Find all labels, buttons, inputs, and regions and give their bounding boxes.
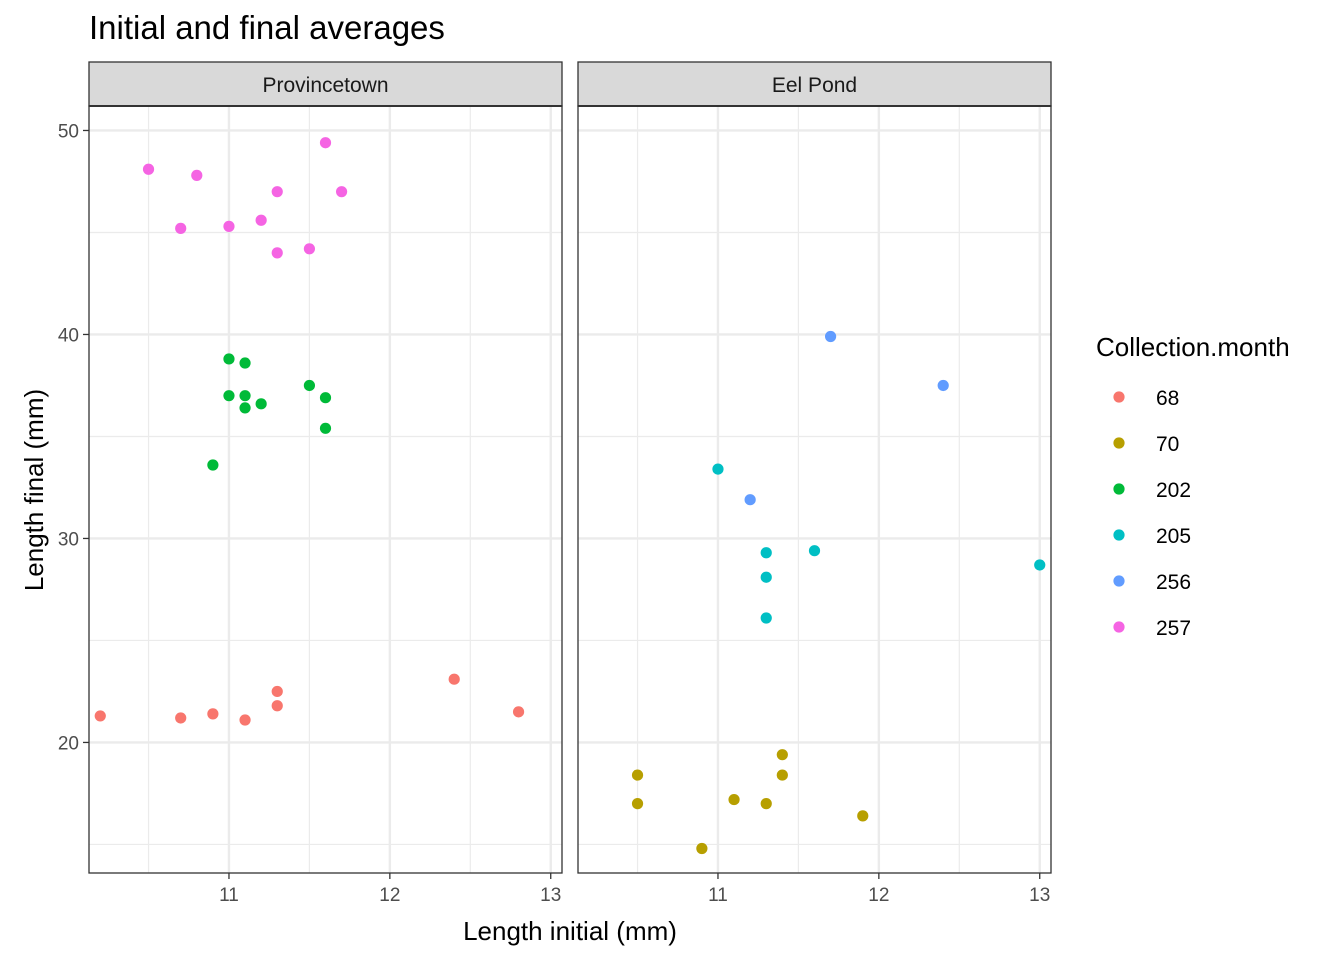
- strip-background: [577, 61, 1052, 107]
- data-point-257: [191, 169, 203, 181]
- data-point-70: [776, 749, 788, 761]
- legend-label-205: 205: [1156, 525, 1191, 548]
- legend-key-68: [1113, 391, 1125, 403]
- data-point-70: [776, 769, 788, 781]
- data-point-70: [631, 769, 644, 781]
- data-point-202: [223, 390, 235, 402]
- data-point-257: [223, 220, 235, 232]
- data-point-70: [857, 810, 869, 822]
- data-point-68: [271, 685, 283, 698]
- chart-title: Initial and final averages: [89, 9, 445, 46]
- data-point-205: [1034, 559, 1046, 571]
- data-point-202: [303, 379, 316, 392]
- panel-0: Provincetown 11 12 13 20 30 40 50: [58, 61, 563, 906]
- data-point-205: [760, 612, 772, 624]
- data-point-257: [319, 137, 332, 149]
- legend: Collection.month 68 70 202 205 256 257: [1096, 332, 1290, 640]
- data-point-256: [824, 330, 837, 343]
- x-tick-label: 13: [540, 885, 561, 906]
- data-point-202: [223, 353, 235, 365]
- data-point-70: [696, 842, 708, 855]
- x-tick-label: 11: [219, 885, 239, 906]
- data-point-70: [760, 798, 772, 810]
- data-point-257: [303, 243, 316, 255]
- data-point-257: [335, 186, 348, 198]
- data-point-68: [271, 700, 283, 712]
- legend-key-256: [1113, 575, 1125, 587]
- panels: Provincetown 11 12 13 20 30 40 50 Eel Pond 11 12 13: [58, 61, 1052, 906]
- panel-background: [578, 106, 1051, 873]
- panel-background: [89, 106, 562, 873]
- data-point-205: [760, 547, 772, 559]
- data-point-257: [142, 163, 155, 175]
- x-tick-label: 12: [379, 885, 400, 906]
- data-point-202: [239, 357, 251, 369]
- data-point-68: [448, 673, 460, 685]
- y-tick-label: 50: [58, 121, 79, 142]
- data-point-256: [937, 379, 949, 392]
- data-point-202: [239, 390, 251, 402]
- strip-label: Eel Pond: [772, 74, 857, 97]
- legend-label-257: 257: [1156, 617, 1191, 640]
- legend-label-202: 202: [1156, 479, 1191, 502]
- data-point-202: [207, 459, 219, 471]
- legend-label-68: 68: [1156, 387, 1179, 410]
- strip-background: [88, 61, 563, 107]
- legend-label-256: 256: [1156, 571, 1191, 594]
- data-point-70: [631, 798, 644, 810]
- panel-1: Eel Pond 11 12 13: [577, 61, 1052, 906]
- legend-key-70: [1113, 437, 1125, 449]
- data-point-68: [207, 708, 219, 720]
- data-point-256: [744, 494, 756, 506]
- data-point-257: [175, 222, 187, 234]
- data-point-257: [271, 186, 283, 198]
- strip-label: Provincetown: [262, 74, 388, 97]
- legend-key-202: [1113, 483, 1125, 495]
- legend-label-70: 70: [1156, 433, 1179, 456]
- data-point-68: [239, 714, 251, 726]
- legend-key-257: [1113, 621, 1125, 633]
- data-point-257: [255, 214, 267, 226]
- x-axis-title: Length initial (mm): [463, 916, 677, 946]
- data-point-202: [239, 402, 251, 414]
- data-point-70: [728, 793, 740, 806]
- data-point-68: [175, 712, 187, 724]
- data-point-205: [808, 545, 821, 557]
- data-point-205: [760, 571, 772, 583]
- data-point-205: [712, 463, 724, 475]
- data-point-257: [271, 247, 283, 259]
- y-tick-label: 20: [58, 733, 79, 754]
- y-tick-label: 40: [58, 325, 79, 346]
- x-tick-label: 11: [708, 885, 728, 906]
- y-axis-title: Length final (mm): [19, 389, 49, 591]
- x-tick-label: 12: [868, 885, 889, 906]
- data-point-68: [512, 706, 525, 718]
- data-point-68: [94, 710, 106, 722]
- legend-title: Collection.month: [1096, 332, 1290, 362]
- x-tick-label: 13: [1029, 885, 1050, 906]
- y-tick-label: 30: [58, 529, 79, 550]
- data-point-202: [319, 392, 332, 404]
- data-point-202: [319, 422, 332, 434]
- legend-key-205: [1113, 529, 1125, 541]
- data-point-202: [255, 398, 267, 410]
